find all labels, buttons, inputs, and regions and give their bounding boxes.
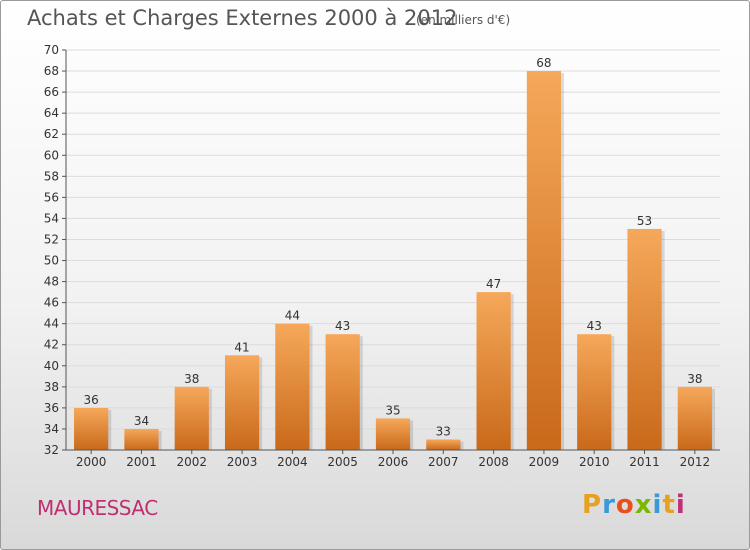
x-tick-label: 2003 — [227, 455, 258, 469]
logo-letter: r — [602, 490, 616, 520]
bar — [526, 71, 562, 450]
y-tick-label: 62 — [44, 127, 59, 141]
bar-value-label: 68 — [536, 56, 551, 70]
bar-value-label: 43 — [335, 319, 350, 333]
logo-letter: x — [634, 490, 653, 520]
bar — [174, 386, 209, 450]
proxiti-logo: Proxiti — [582, 490, 686, 520]
logo-letter: i — [675, 490, 686, 520]
bar-value-label: 53 — [637, 214, 652, 228]
x-tick-label: 2009 — [529, 455, 560, 469]
bar — [476, 292, 511, 450]
bar — [627, 228, 662, 450]
bar — [74, 407, 109, 450]
bar — [275, 323, 310, 450]
x-tick-label: 2012 — [680, 455, 711, 469]
logo-letter: P — [582, 490, 603, 520]
bar-value-label: 35 — [385, 403, 400, 417]
x-tick-label: 2008 — [478, 455, 509, 469]
y-tick-label: 60 — [44, 148, 59, 162]
bar-value-label: 41 — [234, 340, 249, 354]
bars-layer: 36 34 38 41 44 43 35 33 47 68 43 53 38 — [74, 56, 715, 450]
y-tick-label: 68 — [44, 64, 59, 78]
chart-title: Achats et Charges Externes 2000 à 2012 — [27, 6, 458, 30]
logo-letter: t — [662, 490, 676, 520]
x-tick-label: 2004 — [277, 455, 308, 469]
y-tick-label: 34 — [44, 422, 59, 436]
y-tick-label: 46 — [44, 296, 59, 310]
x-tick-label: 2000 — [76, 455, 107, 469]
y-tick-label: 32 — [44, 443, 59, 457]
y-tick-label: 42 — [44, 338, 59, 352]
bar-value-label: 38 — [184, 372, 199, 386]
y-tick-label: 48 — [44, 275, 59, 289]
y-tick-label: 50 — [44, 254, 59, 268]
bar-value-label: 44 — [285, 309, 300, 323]
bar — [577, 334, 612, 450]
x-tick-label: 2001 — [126, 455, 157, 469]
bar — [677, 386, 712, 450]
y-tick-label: 40 — [44, 359, 59, 373]
bar — [124, 428, 159, 450]
grid-layer — [66, 49, 720, 451]
y-tick-label: 36 — [44, 401, 59, 415]
bar — [426, 439, 461, 450]
axis-layer: 32 34 36 38 40 42 44 46 48 50 52 54 56 58 60 62 64 66 68 70… — [44, 43, 720, 469]
logo-letter: i — [652, 490, 663, 520]
y-tick-label: 38 — [44, 380, 59, 394]
bar — [224, 355, 260, 450]
commune-name: MAURESSAC — [37, 496, 158, 520]
y-tick-label: 54 — [44, 211, 59, 225]
logo-letter: o — [615, 490, 635, 520]
bar-value-label: 34 — [134, 414, 149, 428]
x-tick-label: 2010 — [579, 455, 610, 469]
y-tick-label: 56 — [44, 190, 59, 204]
bar-value-label: 43 — [587, 319, 602, 333]
bar-value-label: 38 — [687, 372, 702, 386]
bar-value-label: 36 — [84, 393, 99, 407]
y-tick-label: 52 — [44, 232, 59, 246]
chart-subtitle: (en milliers d'€) — [416, 13, 511, 27]
y-tick-label: 44 — [44, 317, 59, 331]
y-tick-label: 70 — [44, 43, 59, 57]
bar — [325, 334, 360, 450]
y-tick-label: 66 — [44, 85, 59, 99]
bar — [375, 418, 411, 450]
bar-value-label: 33 — [436, 424, 451, 438]
x-tick-label: 2006 — [378, 455, 409, 469]
x-tick-label: 2002 — [176, 455, 207, 469]
bar-value-label: 47 — [486, 277, 501, 291]
y-tick-label: 64 — [44, 106, 59, 120]
x-tick-label: 2005 — [327, 455, 358, 469]
x-tick-label: 2011 — [629, 455, 660, 469]
y-tick-label: 58 — [44, 169, 59, 183]
x-tick-label: 2007 — [428, 455, 459, 469]
